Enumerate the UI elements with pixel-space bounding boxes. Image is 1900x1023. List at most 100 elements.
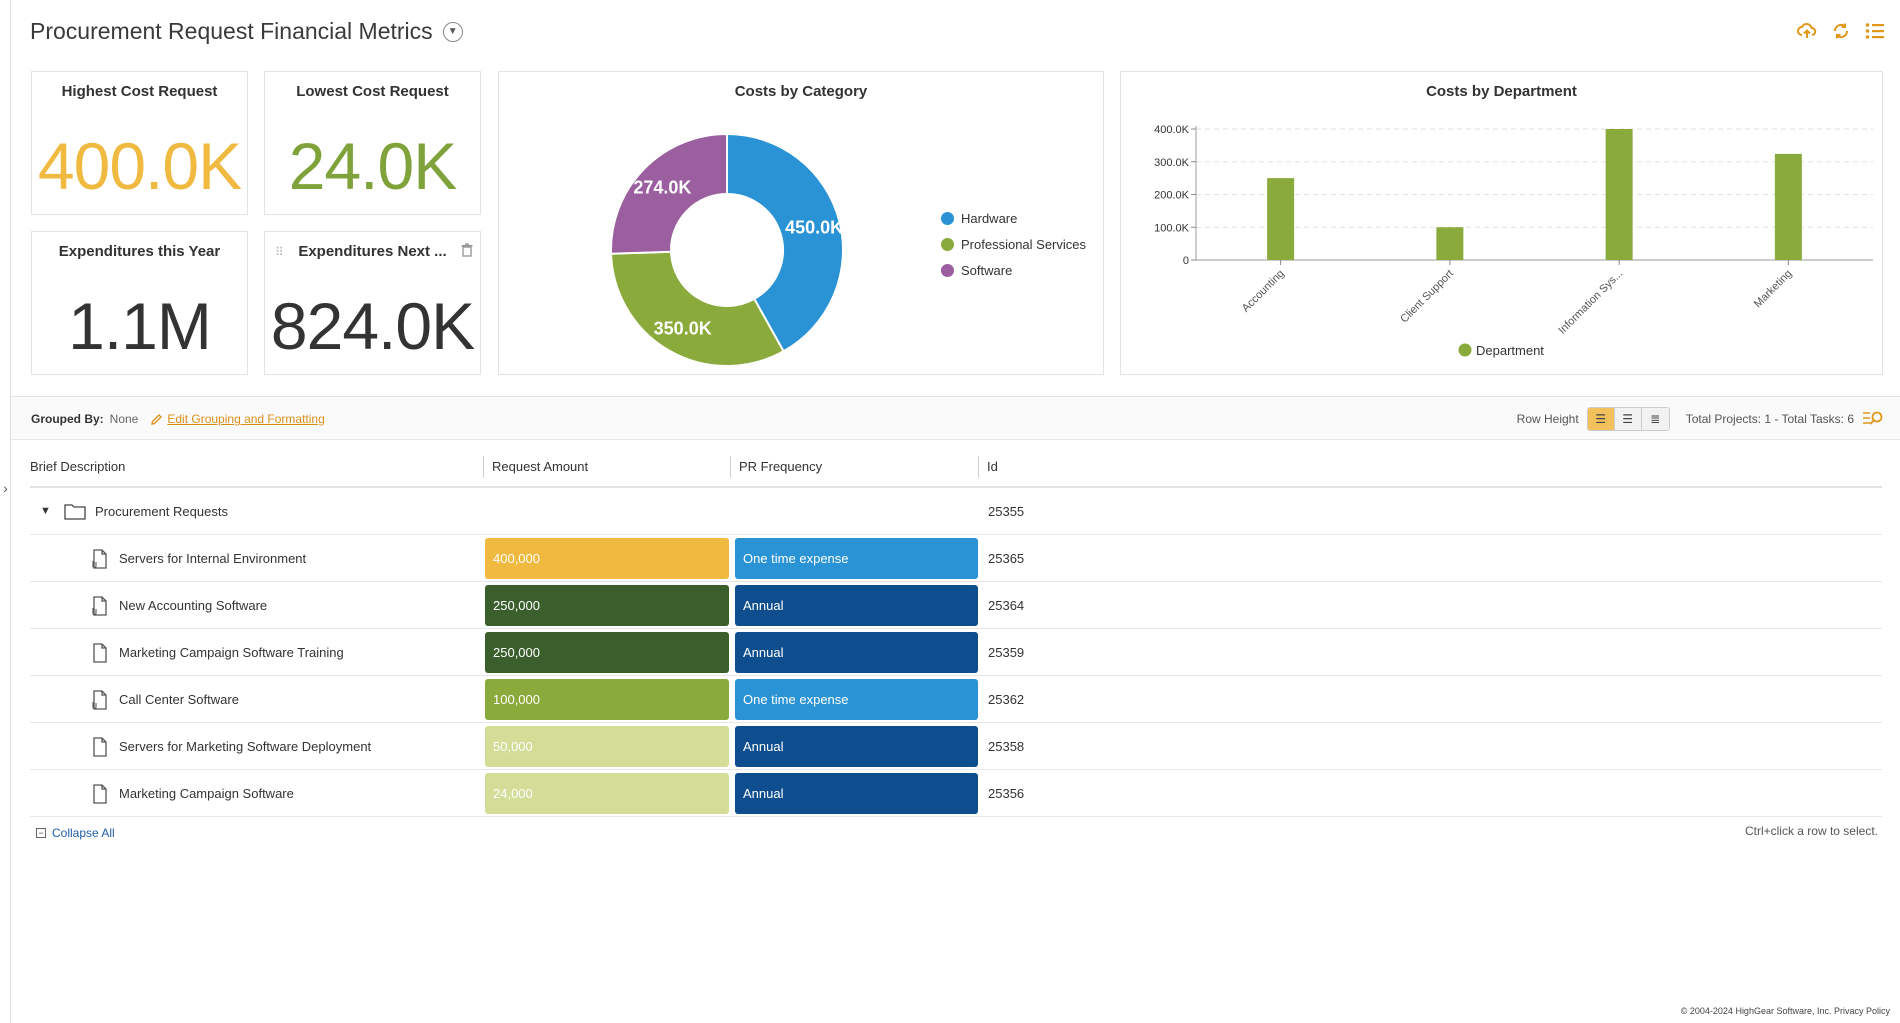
- collapse-all-button[interactable]: − Collapse All: [36, 826, 115, 840]
- caret-down-icon[interactable]: ▼: [40, 505, 51, 517]
- edit-grouping-label: Edit Grouping and Formatting: [167, 412, 325, 426]
- request-amount-cell: 24,000: [485, 773, 729, 814]
- expand-sidebar-icon[interactable]: ›: [3, 480, 8, 496]
- group-row[interactable]: ▼ Procurement Requests 25355: [30, 488, 1882, 535]
- column-header-description[interactable]: Brief Description: [30, 459, 126, 474]
- chart-card-department: Costs by Department 0 100.0K 200.0K 300.0K 4…: [1120, 71, 1883, 375]
- refresh-icon[interactable]: [1830, 20, 1852, 42]
- legend-item[interactable]: Professional Services: [941, 231, 1086, 257]
- donut-chart: 450.0K 350.0K 274.0K: [610, 132, 844, 367]
- column-header-frequency[interactable]: PR Frequency: [730, 456, 822, 478]
- kpi-title: Highest Cost Request: [61, 83, 218, 100]
- request-amount-cell: 400,000: [485, 538, 729, 579]
- table-row[interactable]: Servers for Internal Environment 400,000 O…: [30, 535, 1882, 582]
- pie-slice-software[interactable]: [610, 132, 728, 255]
- pie-slice-hardware[interactable]: [726, 132, 844, 353]
- kpi-title: Lowest Cost Request: [296, 83, 449, 100]
- request-amount-cell: 250,000: [485, 632, 729, 673]
- column-header-id[interactable]: Id: [978, 456, 998, 478]
- bar[interactable]: [1774, 153, 1802, 260]
- pie-slice-professional-services[interactable]: [610, 250, 785, 367]
- pr-frequency-cell: Annual: [735, 773, 978, 814]
- column-header-amount[interactable]: Request Amount: [483, 456, 588, 478]
- search-icon[interactable]: [1862, 410, 1884, 429]
- selection-hint: Ctrl+click a row to select.: [1744, 824, 1878, 838]
- row-description: Servers for Internal Environment: [119, 551, 307, 566]
- row-height-medium-button[interactable]: ☰: [1614, 408, 1642, 430]
- pr-frequency-cell: Annual: [735, 585, 978, 626]
- row-id: 25356: [988, 786, 1025, 801]
- legend-swatch: [941, 211, 954, 225]
- table-row[interactable]: New Accounting Software 250,000 Annual 2536…: [30, 582, 1882, 629]
- y-tick-label: 300.0K: [1154, 157, 1190, 169]
- document-icon: [90, 784, 108, 804]
- trash-icon[interactable]: [461, 243, 473, 262]
- row-description: New Accounting Software: [119, 598, 268, 613]
- row-height-label: Row Height: [1516, 412, 1579, 426]
- pr-frequency-cell: One time expense: [735, 679, 978, 720]
- legend-label: Department: [1476, 343, 1544, 358]
- row-description: Marketing Campaign Software: [119, 786, 294, 801]
- row-id: 25362: [988, 692, 1025, 707]
- collapse-icon: −: [36, 828, 46, 838]
- row-id: 25358: [988, 739, 1025, 754]
- collapse-all-label: Collapse All: [52, 826, 115, 840]
- folder-icon: [64, 503, 86, 523]
- pie-slice-label: 450.0K: [785, 217, 843, 237]
- legend-label: Hardware: [961, 210, 1018, 226]
- row-id: 25365: [988, 551, 1025, 566]
- document-attachment-icon: [90, 596, 108, 616]
- kpi-card-lowest: Lowest Cost Request 24.0K: [264, 71, 481, 215]
- page-title: Procurement Request Financial Metrics: [30, 18, 433, 44]
- request-amount-cell: 100,000: [485, 679, 729, 720]
- y-tick-label: 400.0K: [1154, 124, 1190, 136]
- legend-item[interactable]: Software: [941, 257, 1086, 283]
- y-tick-label: 0: [1183, 255, 1189, 267]
- pencil-icon: [151, 413, 163, 425]
- page-header: Procurement Request Financial Metrics ▼: [30, 18, 463, 45]
- totals-text: Total Projects: 1 - Total Tasks: 6: [1685, 412, 1854, 426]
- pie-slice-label: 274.0K: [633, 177, 691, 197]
- copyright: © 2004-2024 HighGear Software, Inc. Priv…: [1680, 1006, 1890, 1016]
- legend-label: Software: [961, 262, 1013, 278]
- bar-chart: 0 100.0K 200.0K 300.0K 400.0K Accounting Clien…: [1154, 124, 1873, 358]
- pr-frequency-cell: One time expense: [735, 538, 978, 579]
- kpi-card-highest: Highest Cost Request 400.0K: [31, 71, 248, 215]
- table-row[interactable]: Call Center Software 100,000 One time expe…: [30, 676, 1882, 723]
- legend-item[interactable]: Hardware: [941, 205, 1086, 231]
- cloud-upload-icon[interactable]: [1796, 20, 1818, 42]
- kpi-title: Expenditures Next ...: [298, 243, 447, 260]
- document-attachment-icon: [90, 690, 108, 710]
- drag-handle-icon[interactable]: ⠿: [275, 245, 284, 259]
- grid-header: Brief Description Request Amount PR Freq…: [30, 448, 1882, 488]
- row-height-toggle: ☰ ☰ ≣: [1586, 407, 1670, 431]
- edit-grouping-link[interactable]: Edit Grouping and Formatting: [150, 412, 325, 426]
- group-label: Procurement Requests: [95, 504, 228, 519]
- bar[interactable]: [1436, 227, 1464, 260]
- bar[interactable]: [1605, 129, 1633, 260]
- y-tick-label: 100.0K: [1154, 222, 1190, 234]
- row-height-large-button[interactable]: ☰: [1587, 408, 1615, 430]
- document-attachment-icon: [90, 549, 108, 569]
- grouped-by-label: Grouped By:: [31, 412, 104, 426]
- list-icon[interactable]: [1864, 20, 1886, 42]
- table-row[interactable]: Marketing Campaign Software 24,000 Annual 2…: [30, 770, 1882, 817]
- row-description: Call Center Software: [119, 692, 239, 707]
- bar[interactable]: [1267, 178, 1295, 260]
- row-height-small-button[interactable]: ≣: [1641, 408, 1669, 430]
- kpi-value: 400.0K: [37, 129, 242, 203]
- chart-card-category: Costs by Category 450.0K 350.0K 274.0K Har…: [498, 71, 1104, 375]
- row-description: Servers for Marketing Software Deploymen…: [119, 739, 372, 754]
- request-amount-cell: 250,000: [485, 585, 729, 626]
- kpi-card-this-year: Expenditures this Year 1.1M: [31, 231, 248, 375]
- chevron-down-icon[interactable]: ▼: [442, 21, 463, 42]
- kpi-value: 24.0K: [288, 129, 457, 203]
- chart-legend: Hardware Professional Services Software: [941, 205, 1086, 283]
- table-row[interactable]: Servers for Marketing Software Deploymen…: [30, 723, 1882, 770]
- grid-toolbar: Grouped By: None Edit Grouping and Forma…: [11, 396, 1900, 440]
- group-id: 25355: [988, 504, 1025, 519]
- kpi-value: 824.0K: [270, 289, 475, 363]
- table-row[interactable]: Marketing Campaign Software Training 250,…: [30, 629, 1882, 676]
- kpi-card-next-year[interactable]: ⠿ Expenditures Next ... 824.0K: [264, 231, 481, 375]
- top-toolbar: [1796, 20, 1886, 42]
